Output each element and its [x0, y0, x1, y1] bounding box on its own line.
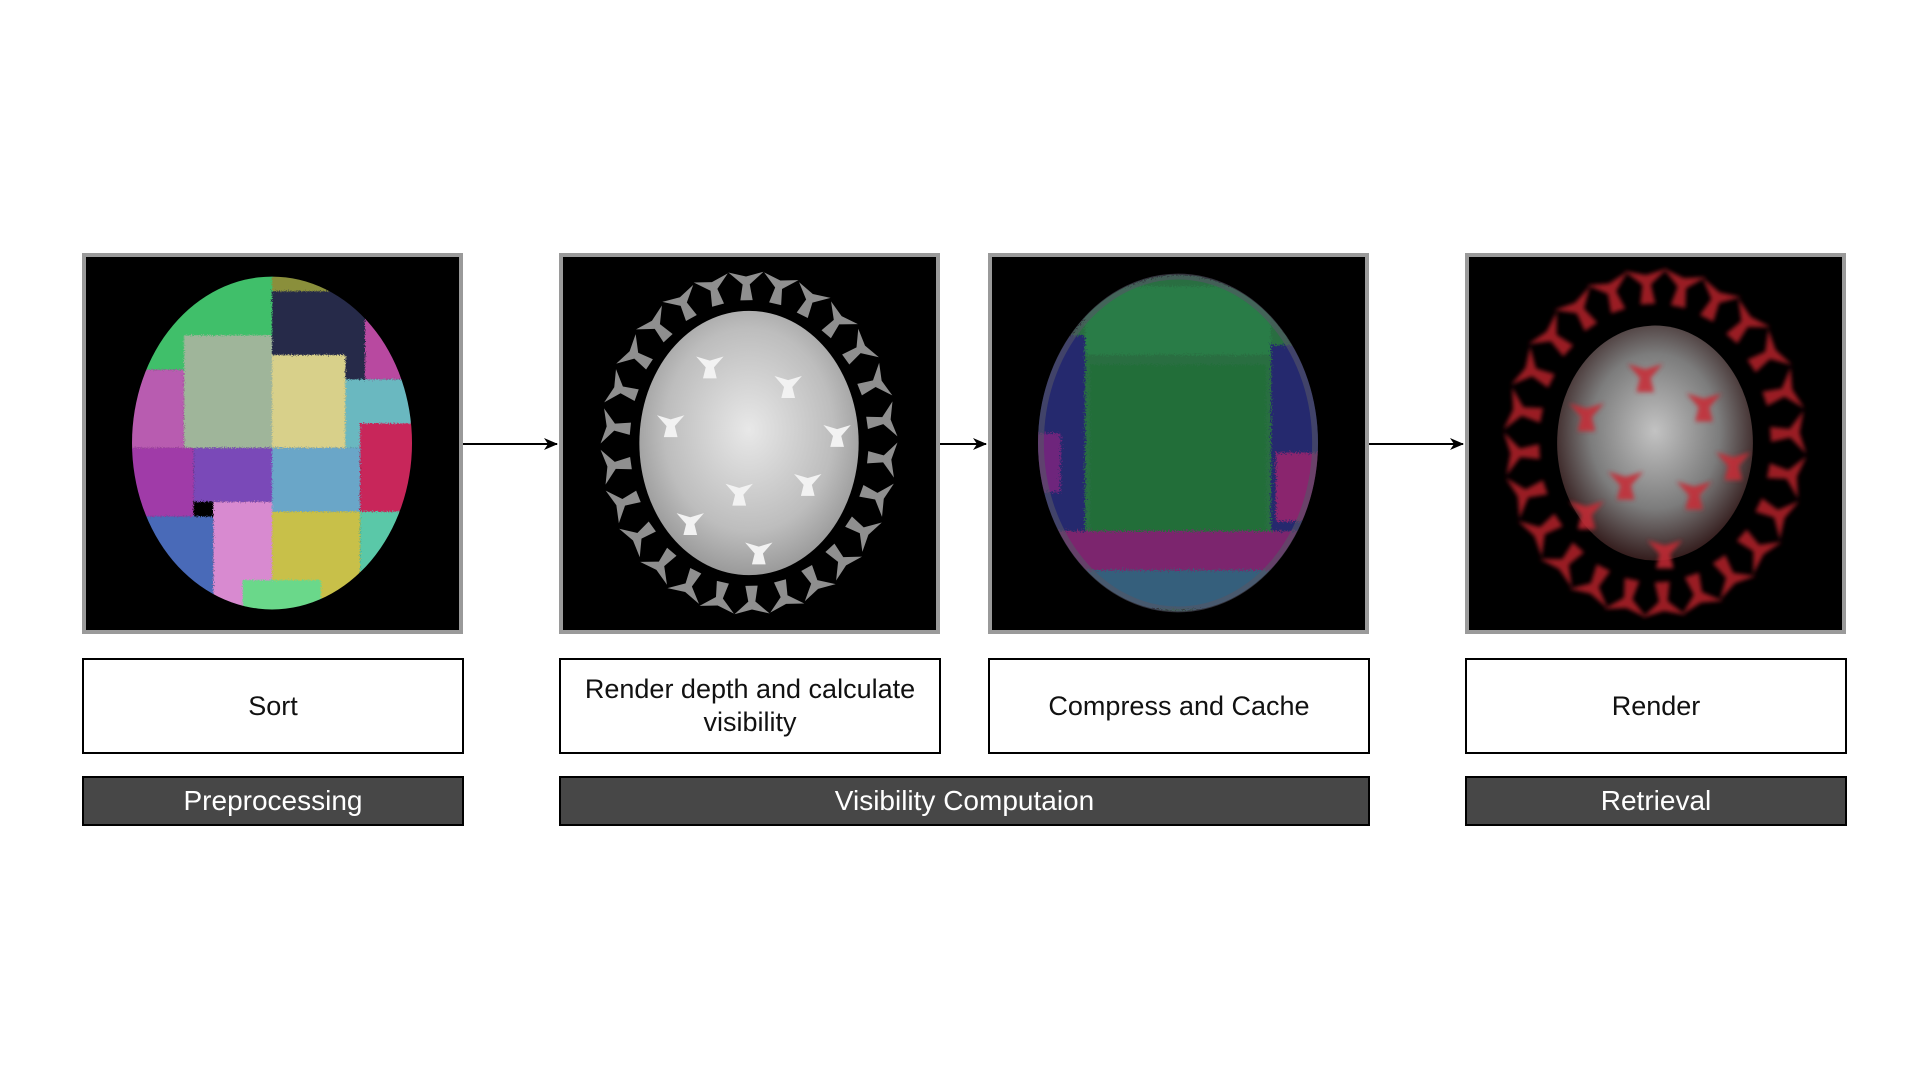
spike-shape: [821, 301, 858, 339]
spike-shape: [1510, 346, 1555, 388]
spike-shape: [656, 415, 685, 438]
spike-shape: [1770, 410, 1807, 454]
spike-shape: [696, 356, 724, 379]
spike-shape: [699, 580, 734, 614]
spike-shape: [662, 284, 697, 322]
spike-shape: [1715, 452, 1751, 481]
spike-shape: [764, 272, 799, 306]
spike-shape: [745, 542, 773, 565]
spike-shape: [1568, 564, 1611, 609]
step-sort-label: Sort: [82, 658, 464, 754]
spike-shape: [604, 369, 639, 403]
spike-shape: [859, 483, 894, 517]
step-compress-cache-label: Compress and Cache: [988, 658, 1370, 754]
spike-shape: [600, 449, 632, 485]
spike-shape: [640, 547, 677, 585]
spike-shape: [825, 543, 863, 581]
spike-shape: [1539, 542, 1585, 588]
spike-shape: [1554, 286, 1598, 332]
spike-shape: [600, 408, 631, 444]
spike-shape: [1766, 456, 1807, 499]
spike-shape: [857, 362, 893, 396]
stage-retrieval-bar: Retrieval: [1465, 776, 1847, 826]
spike-shape: [823, 424, 851, 447]
spike-shape: [1604, 577, 1647, 618]
spike-shape: [1725, 298, 1771, 344]
spike-shape: [636, 305, 673, 343]
stage-visibility-bar: Visibility Computaion: [559, 776, 1370, 826]
step-render-label: Render: [1465, 658, 1847, 754]
spike-shape: [1736, 529, 1782, 575]
spike-shape: [867, 442, 898, 478]
spike-shape: [1568, 403, 1605, 432]
spike-shape: [1755, 498, 1800, 540]
spike-shape: [774, 376, 802, 398]
spike-shape: [1568, 500, 1605, 530]
spike-shape: [1505, 477, 1548, 519]
compressed-cache-image: [992, 257, 1365, 630]
spike-shape: [667, 568, 702, 604]
stage-preprocessing-bar: Preprocessing: [82, 776, 464, 826]
spike-shape: [605, 490, 641, 524]
cache-image-panel: [988, 253, 1369, 634]
spike-shape: [725, 483, 753, 506]
spike-shape: [796, 282, 831, 319]
spike-shape: [1647, 540, 1683, 569]
spike-shape: [770, 579, 805, 613]
spike-shape: [1682, 572, 1724, 615]
spike-shape: [734, 585, 770, 615]
spike-shape: [728, 271, 764, 301]
spike-shape: [693, 273, 728, 307]
render-image-panel: [1465, 253, 1846, 634]
spike-shape: [1503, 432, 1540, 476]
spike-shape: [1663, 268, 1706, 309]
spike-shape: [845, 516, 882, 552]
spike-shape: [1586, 271, 1628, 314]
spike-shape: [801, 565, 836, 602]
spike-shape: [676, 513, 704, 536]
spike-shape: [1517, 513, 1563, 557]
spike-shape: [1747, 329, 1793, 373]
spike-shape: [1762, 367, 1805, 409]
spike-shape: [1503, 387, 1544, 430]
spike-shape: [1676, 481, 1712, 510]
spike-shape: [1642, 581, 1686, 618]
spike-shape: [616, 334, 653, 370]
depth-image-panel: [559, 253, 940, 634]
spike-shape: [1699, 277, 1742, 322]
depth-render-image: [563, 257, 936, 630]
sort-image-panel: [82, 253, 463, 634]
spike-shape: [1712, 554, 1756, 600]
spike-shape: [619, 521, 656, 558]
spike-shape: [794, 473, 822, 496]
spike-shape: [1627, 363, 1663, 393]
step-depth-visibility-label: Render depth and calculate visibility: [559, 658, 941, 754]
spike-shape: [842, 328, 879, 365]
sorted-particles-image: [86, 257, 459, 630]
spike-shape: [1528, 311, 1574, 357]
final-render-image: [1469, 257, 1842, 630]
spike-shape: [866, 401, 898, 437]
spike-shape: [1686, 393, 1722, 422]
spike-shape: [1624, 268, 1668, 305]
spike-shape: [1608, 471, 1644, 500]
